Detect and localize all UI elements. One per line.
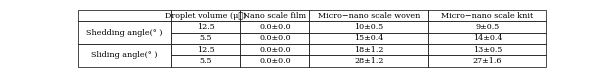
Bar	[171, 33, 240, 44]
Bar	[240, 33, 309, 44]
Text: 28±1.2: 28±1.2	[354, 57, 384, 65]
Text: 27±1.6: 27±1.6	[472, 57, 502, 65]
Bar	[240, 55, 309, 67]
Text: 15±0.4: 15±0.4	[354, 34, 384, 42]
Bar	[429, 44, 546, 55]
Text: 13±0.5: 13±0.5	[472, 46, 502, 54]
Text: 9±0.5: 9±0.5	[475, 23, 499, 31]
Bar	[309, 44, 429, 55]
Text: 12.5: 12.5	[197, 23, 215, 31]
Bar	[171, 55, 240, 67]
Bar	[309, 21, 429, 33]
Text: 12.5: 12.5	[197, 46, 215, 54]
Text: Sliding angle(° ): Sliding angle(° )	[91, 51, 158, 59]
Bar	[78, 10, 171, 21]
Bar	[171, 44, 240, 55]
Bar	[240, 21, 309, 33]
Bar	[171, 21, 240, 33]
Text: Micro−nano scale knit: Micro−nano scale knit	[441, 12, 533, 20]
Bar	[429, 10, 546, 21]
Text: 10±0.5: 10±0.5	[354, 23, 384, 31]
Text: 0.0±0.0: 0.0±0.0	[259, 34, 291, 42]
Text: Shedding angle(° ): Shedding angle(° )	[86, 29, 163, 37]
Text: 0.0±0.0: 0.0±0.0	[259, 46, 291, 54]
Bar	[171, 10, 240, 21]
Text: 18±1.2: 18±1.2	[354, 46, 384, 54]
Text: 5.5: 5.5	[199, 57, 212, 65]
Text: 5.5: 5.5	[199, 34, 212, 42]
Text: 14±0.4: 14±0.4	[472, 34, 502, 42]
Bar	[78, 44, 171, 67]
Bar	[78, 21, 171, 44]
Bar	[309, 55, 429, 67]
Bar	[240, 10, 309, 21]
Bar	[309, 33, 429, 44]
Bar	[309, 10, 429, 21]
Text: 0.0±0.0: 0.0±0.0	[259, 57, 291, 65]
Bar	[429, 55, 546, 67]
Bar	[429, 33, 546, 44]
Text: Micro−nano scale woven: Micro−nano scale woven	[318, 12, 420, 20]
Text: Nano scale film: Nano scale film	[243, 12, 306, 20]
Text: 0.0±0.0: 0.0±0.0	[259, 23, 291, 31]
Bar	[429, 21, 546, 33]
Text: Droplet volume (μℓ): Droplet volume (μℓ)	[165, 12, 246, 20]
Bar	[240, 44, 309, 55]
